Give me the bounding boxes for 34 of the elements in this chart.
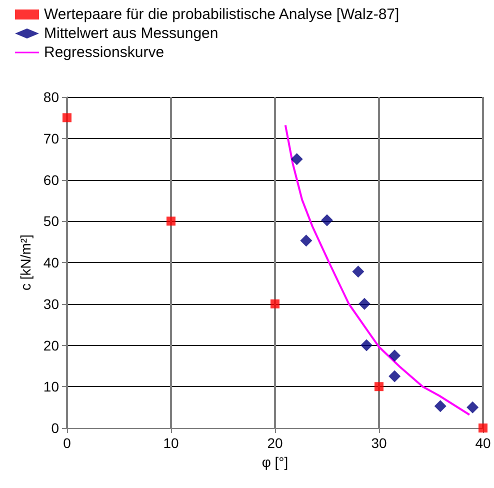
point — [466, 401, 479, 414]
y-tick-label: 70 — [43, 130, 60, 146]
x-tick-label: 0 — [63, 435, 72, 451]
y-tick-label: 60 — [43, 172, 60, 188]
point — [270, 299, 280, 308]
legend-label: Wertepaare für die probabilistische Analyse [Walz-87] — [44, 6, 400, 23]
x-axis-title: φ [°] — [262, 454, 288, 470]
point — [388, 370, 401, 382]
y-tick-label: 0 — [51, 420, 60, 436]
point — [300, 234, 312, 247]
x-tick-label: 40 — [475, 435, 491, 451]
point — [290, 153, 303, 166]
x-tick-label: 10 — [163, 435, 179, 451]
y-tick-label: 50 — [43, 213, 60, 230]
y-tick-label: 80 — [43, 89, 60, 105]
y-tick-label: 20 — [43, 337, 60, 354]
legend-label: Mittelwert aus Messungen — [44, 25, 218, 42]
point — [434, 400, 446, 412]
point — [358, 298, 370, 310]
point — [166, 216, 176, 226]
point — [374, 382, 384, 392]
y-tick-label: 30 — [43, 296, 60, 312]
point — [321, 214, 333, 226]
line-series — [284, 124, 470, 416]
x-tick-label: 30 — [371, 435, 387, 451]
y-axis-title: c [kN/m²] — [18, 234, 34, 290]
x-tick-label: 20 — [267, 435, 283, 451]
y-tick-label: 40 — [43, 254, 60, 270]
y-tick-label: 10 — [43, 378, 60, 395]
point — [352, 266, 364, 278]
point — [360, 339, 373, 352]
point — [62, 113, 72, 122]
legend-label: Regressionskurve — [44, 44, 164, 61]
point — [388, 350, 401, 362]
